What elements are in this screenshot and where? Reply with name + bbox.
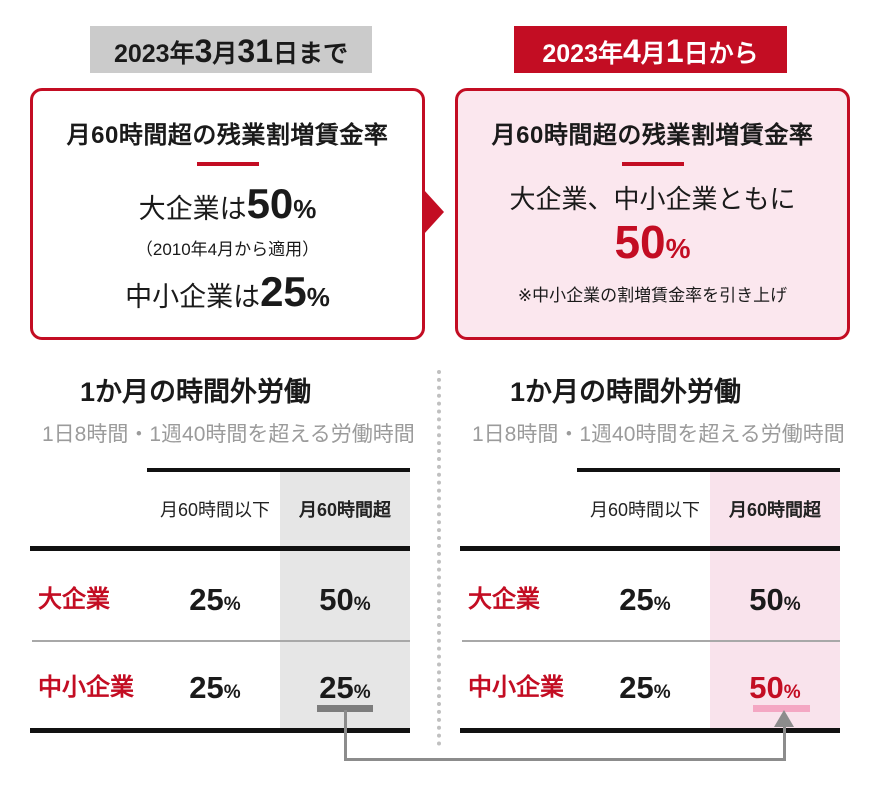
- table-bottom-rule: [460, 728, 840, 733]
- col-header-over60: 月60時間超: [728, 500, 822, 520]
- table-after-subtitle: 1日8時間・1週40時間を超える労働時間: [472, 423, 845, 446]
- table-bottom-rule: [30, 728, 410, 733]
- period-label-after: 2023年 4 月 1 日から: [514, 26, 787, 73]
- before-box: 月60時間超の残業割増賃金率 大企業は50% （2010年4月から適用） 中小企…: [30, 88, 425, 340]
- period-after-text: 2023年: [542, 40, 623, 68]
- col-header-over60: 月60時間超: [298, 500, 392, 520]
- after-rate-value: 50%: [614, 216, 691, 268]
- dotted-divider: [437, 370, 441, 746]
- connector-arrowhead-icon: [774, 710, 794, 727]
- emphasis-underline-gray: [317, 705, 373, 712]
- cell-sme-over60: 25%: [319, 670, 371, 705]
- cell-sme-under60: 25%: [189, 670, 241, 705]
- before-heading-underline: [196, 162, 259, 166]
- highlight-column-over60-after: [710, 468, 840, 731]
- table-before: 1か月の時間外労働 1日8時間・1週40時間を超える労働時間 月60時間以下 月…: [30, 368, 415, 748]
- connector-line-down: [344, 710, 347, 761]
- cell-large-over60: 50%: [749, 582, 801, 617]
- before-note: （2010年4月から適用）: [135, 240, 320, 259]
- col-header-under60: 月60時間以下: [589, 500, 701, 520]
- table-before-title: 1か月の時間外労働: [80, 377, 312, 407]
- connector-line-across: [344, 758, 786, 761]
- after-companies-line: 大企業、中小企業ともに: [509, 184, 796, 214]
- highlight-column-over60-before: [280, 468, 410, 731]
- before-box-heading: 月60時間超の残業割増賃金率: [66, 122, 389, 149]
- right-arrow-icon: [424, 190, 444, 234]
- col-header-under60: 月60時間以下: [159, 500, 271, 520]
- period-label-before: 2023年 3 月 31 日まで: [90, 26, 372, 73]
- after-box-heading: 月60時間超の残業割増賃金率: [491, 122, 814, 149]
- cell-large-under60: 25%: [189, 582, 241, 617]
- row-label-large-company: 大企業: [38, 586, 110, 613]
- connector-line-up: [783, 726, 786, 761]
- row-divider: [462, 640, 840, 642]
- period-before-text: 2023年: [113, 40, 195, 68]
- cell-sme-over60-raised: 50%: [749, 670, 801, 705]
- table-after-title: 1か月の時間外労働: [510, 377, 742, 407]
- header-bottom-rule: [30, 546, 410, 551]
- after-heading-underline: [621, 162, 684, 166]
- cell-large-under60: 25%: [619, 582, 671, 617]
- before-sme-line: 中小企業は25%: [125, 268, 330, 315]
- cell-large-over60: 50%: [319, 582, 371, 617]
- header-top-rule: [577, 468, 840, 472]
- before-large-company-line: 大企業は50%: [138, 180, 317, 227]
- row-label-large-company: 大企業: [468, 586, 540, 613]
- after-note: ※中小企業の割増賃金率を引き上げ: [517, 286, 788, 305]
- header-bottom-rule: [460, 546, 840, 551]
- emphasis-underline-pink: [753, 705, 810, 712]
- after-box: 月60時間超の残業割増賃金率 大企業、中小企業ともに 50% ※中小企業の割増賃…: [455, 88, 850, 340]
- row-label-sme: 中小企業: [468, 674, 564, 701]
- row-divider: [32, 640, 410, 642]
- table-before-subtitle: 1日8時間・1週40時間を超える労働時間: [42, 423, 415, 446]
- header-top-rule: [147, 468, 410, 472]
- row-label-sme: 中小企業: [38, 674, 134, 701]
- cell-sme-under60: 25%: [619, 670, 671, 705]
- table-after: 1か月の時間外労働 1日8時間・1週40時間を超える労働時間 月60時間以下 月…: [460, 368, 845, 748]
